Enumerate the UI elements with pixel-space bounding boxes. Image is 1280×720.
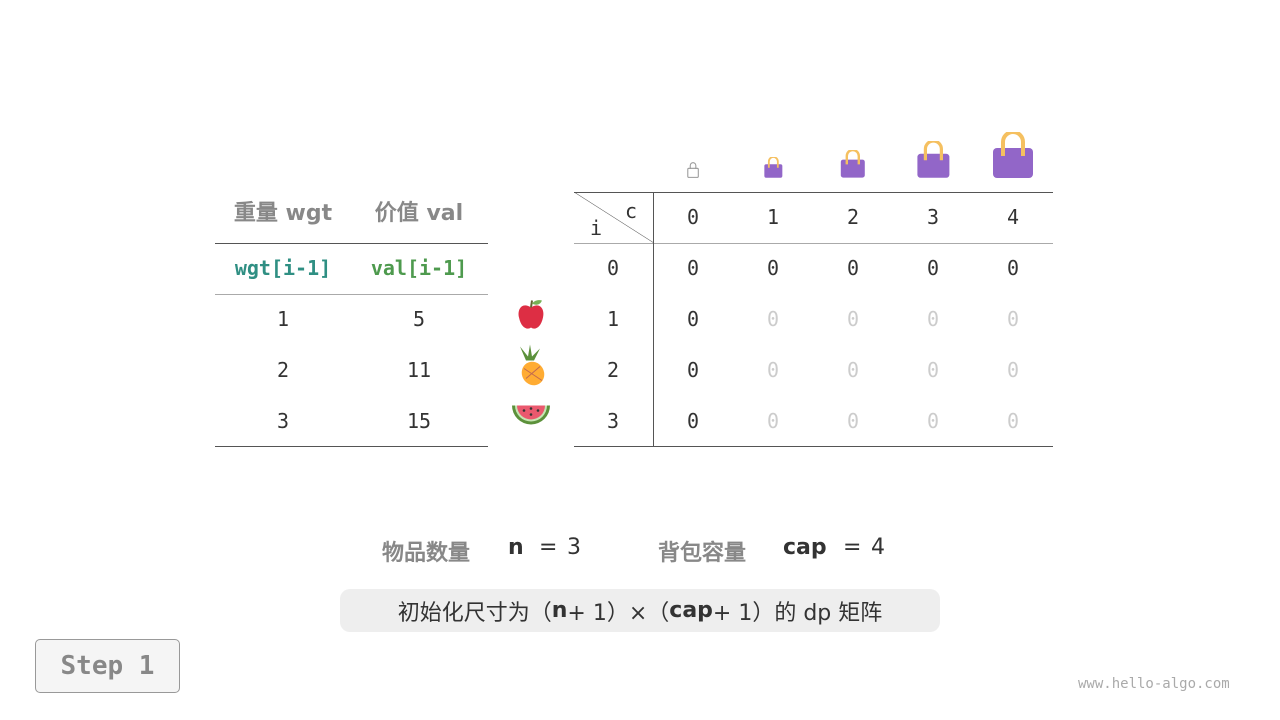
item-cell: 1 <box>276 307 290 331</box>
note-n: n <box>551 598 568 623</box>
note-text: 初始化尺寸为（ <box>397 600 552 626</box>
item-cell: 15 <box>406 409 432 433</box>
table-line <box>574 192 1053 193</box>
col-header: 0 <box>686 205 700 229</box>
dp-cell: 0 <box>686 256 700 280</box>
dp-cell: 0 <box>766 409 780 433</box>
apple-icon <box>516 298 546 337</box>
bag-icon <box>915 139 952 178</box>
table-line <box>215 446 488 447</box>
table-line <box>215 243 488 244</box>
table-line <box>574 243 1053 244</box>
dp-cell: 0 <box>926 409 940 433</box>
bag-icon <box>839 149 867 178</box>
table-divider <box>653 192 654 446</box>
col-header: 1 <box>766 205 780 229</box>
row-header: 0 <box>606 256 620 280</box>
dp-cell: 0 <box>686 409 700 433</box>
col-header: 4 <box>1006 205 1020 229</box>
note-text: + 1）×（ <box>567 600 670 626</box>
dp-cell: 0 <box>1006 358 1020 382</box>
dp-cell: 0 <box>1006 409 1020 433</box>
bag-icon <box>763 156 784 178</box>
dp-cell: 0 <box>846 256 860 280</box>
dp-cell: 0 <box>766 256 780 280</box>
watermelon-icon <box>510 402 552 437</box>
dp-cell: 0 <box>926 256 940 280</box>
dp-cell: 0 <box>926 307 940 331</box>
item-cell: 3 <box>276 409 290 433</box>
row-header: 3 <box>606 409 620 433</box>
pineapple-icon <box>514 344 548 392</box>
dp-cell: 0 <box>846 409 860 433</box>
step-button[interactable]: Step 1 <box>35 639 180 693</box>
dp-cell: 0 <box>766 358 780 382</box>
corner-c-label: c <box>624 199 638 223</box>
row-header: 2 <box>606 358 620 382</box>
table-line <box>215 294 488 295</box>
bag-icon-empty <box>685 162 701 178</box>
cap-eq: = <box>843 535 862 560</box>
bag-icon <box>990 130 1036 178</box>
item-cell: 11 <box>406 358 432 382</box>
n-var: n <box>508 535 524 560</box>
note-text: + 1）的 dp 矩阵 <box>712 600 883 626</box>
col-header: 3 <box>926 205 940 229</box>
row-header: 1 <box>606 307 620 331</box>
column-subheader: val[i-1] <box>370 256 468 280</box>
dp-cell: 0 <box>766 307 780 331</box>
item-cell: 2 <box>276 358 290 382</box>
n-value: 3 <box>567 535 581 560</box>
n-eq: = <box>539 535 558 560</box>
dp-cell: 0 <box>1006 256 1020 280</box>
dp-cell: 0 <box>1006 307 1020 331</box>
watermark: www.hello-algo.com <box>1078 676 1230 692</box>
note-cap: cap <box>669 598 713 623</box>
corner-i-label: i <box>589 216 603 240</box>
dp-cell: 0 <box>686 358 700 382</box>
column-header: 重量 wgt <box>233 201 333 226</box>
dp-cell: 0 <box>846 358 860 382</box>
item-cell: 5 <box>412 307 426 331</box>
col-header: 2 <box>846 205 860 229</box>
cap-value: 4 <box>871 535 885 560</box>
dp-cell: 0 <box>686 307 700 331</box>
cap-var: cap <box>783 535 827 560</box>
dp-cell: 0 <box>926 358 940 382</box>
dp-cell: 0 <box>846 307 860 331</box>
table-line <box>574 446 1053 447</box>
column-header: 价值 val <box>374 201 464 226</box>
column-subheader: wgt[i-1] <box>234 256 332 280</box>
note-box: 初始化尺寸为（ n + 1）×（ cap + 1）的 dp 矩阵 <box>340 589 940 632</box>
n-label: 物品数量 <box>382 541 471 566</box>
corner-diagonal <box>574 192 654 243</box>
cap-label: 背包容量 <box>658 541 747 566</box>
